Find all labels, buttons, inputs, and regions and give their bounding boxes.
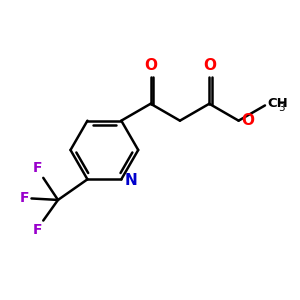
Text: F: F [32,161,42,176]
Text: CH: CH [267,98,288,110]
Text: N: N [125,173,138,188]
Text: F: F [20,191,29,206]
Text: O: O [203,58,216,74]
Text: F: F [32,223,42,237]
Text: O: O [241,113,254,128]
Text: 3: 3 [278,103,285,113]
Text: O: O [144,58,157,74]
